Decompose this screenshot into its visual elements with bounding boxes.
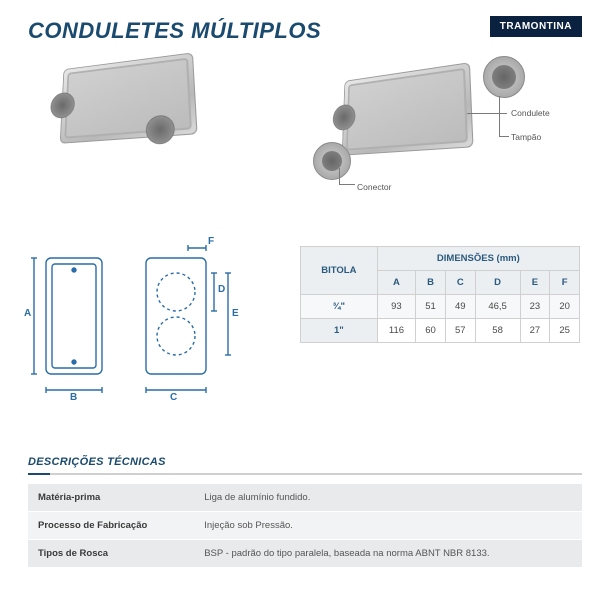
spec-table: Matéria-prima Liga de alumínio fundido. … [28,484,582,568]
th-bitola: BITOLA [301,247,378,295]
brand-badge: TRAMONTINA [490,16,582,37]
cell-bitola: 1" [301,319,378,343]
th-dimensoes: DIMENSÕES (mm) [377,247,579,271]
cell: 51 [416,295,446,319]
cell: 116 [377,319,415,343]
dim-A: A [24,308,31,319]
conector-ring [313,142,351,180]
dim-D: D [218,284,225,295]
spec-val: Injeção sob Pressão. [194,512,582,540]
callout-conector: Conector [357,182,392,192]
dim-C: C [170,392,177,403]
cell: 49 [445,295,475,319]
cell: 23 [520,295,550,319]
section-title: DESCRIÇÕES TÉCNICAS [28,456,166,468]
dimensions-table: BITOLA DIMENSÕES (mm) A B C D E F ¾" 93 … [300,246,580,343]
spec-row: Processo de Fabricação Injeção sob Press… [28,512,582,540]
technical-diagram: A B C D E F [28,240,268,410]
callout-tampao: Tampão [511,132,541,142]
spec-key: Tipos de Rosca [28,540,194,568]
spec-key: Processo de Fabricação [28,512,194,540]
th-col: B [416,271,446,295]
product-photo-left [55,58,235,178]
cell: 93 [377,295,415,319]
cell: 25 [550,319,580,343]
cell: 57 [445,319,475,343]
product-photo-right: Condulete Tampão Conector [305,50,555,200]
callout-label: Tampão [511,132,541,142]
th-col: D [475,271,520,295]
spec-row: Tipos de Rosca BSP - padrão do tipo para… [28,540,582,568]
dim-F: F [208,236,214,247]
table-row: ¾" 93 51 49 46,5 23 20 [301,295,580,319]
dim-B: B [70,392,77,403]
table-row: 1" 116 60 57 58 27 25 [301,319,580,343]
dim-E: E [232,308,239,319]
cell: 27 [520,319,550,343]
th-col: A [377,271,415,295]
cell: 46,5 [475,295,520,319]
cell: 60 [416,319,446,343]
callout-label: Conector [357,182,392,192]
tampao-ring [483,56,525,98]
page-title: CONDULETES MÚLTIPLOS [28,18,321,44]
cell: 58 [475,319,520,343]
th-col: C [445,271,475,295]
callout-condulete: Condulete [511,108,550,118]
callout-label: Condulete [511,108,550,118]
cell: 20 [550,295,580,319]
th-col: F [550,271,580,295]
spec-val: Liga de alumínio fundido. [194,484,582,512]
th-col: E [520,271,550,295]
spec-val: BSP - padrão do tipo paralela, baseada n… [194,540,582,568]
spec-row: Matéria-prima Liga de alumínio fundido. [28,484,582,512]
cell-bitola: ¾" [301,295,378,319]
section-rule [28,473,582,475]
spec-key: Matéria-prima [28,484,194,512]
